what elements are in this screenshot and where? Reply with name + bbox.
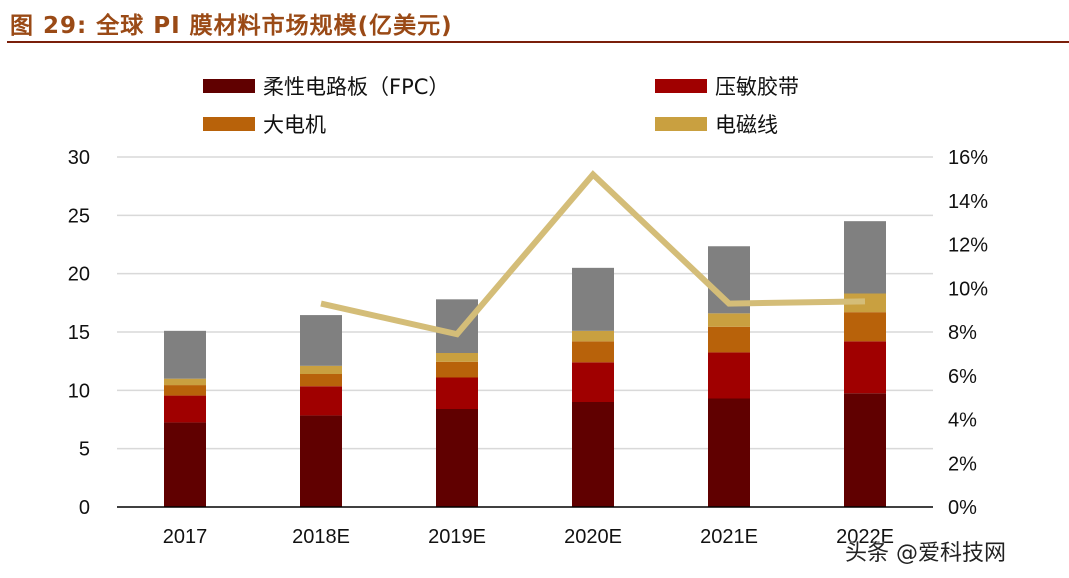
y-right-tick-label: 4%: [948, 410, 977, 432]
bar-segment: [572, 330, 614, 342]
y-left-tick-label: 0: [79, 497, 90, 519]
title-rule: [7, 41, 1069, 43]
bar-segment: [572, 402, 614, 507]
bar-segment: [300, 315, 342, 366]
bar-segment: [300, 365, 342, 374]
legend-swatch: [203, 117, 255, 131]
bar-segment: [436, 353, 478, 362]
y-left-tick-label: 5: [79, 439, 90, 461]
bar-segment: [708, 326, 750, 353]
bar-segment: [164, 385, 206, 396]
bar-segment: [300, 386, 342, 416]
x-tick-label: 2020E: [564, 526, 622, 548]
legend-item-fpc: 柔性电路板（FPC）: [203, 71, 449, 101]
legend-swatch: [203, 79, 255, 93]
bar-segment: [300, 415, 342, 507]
bar-segment: [708, 398, 750, 507]
legend-item-motor: 大电机: [203, 109, 326, 139]
y-right-tick-label: 12%: [948, 235, 988, 257]
bar-segment: [708, 313, 750, 327]
legend-label: 电磁线: [715, 113, 778, 137]
y-right-tick-label: 6%: [948, 366, 977, 388]
y-right-tick-label: 10%: [948, 278, 988, 300]
y-right-tick-label: 14%: [948, 191, 988, 213]
y-left-tick-label: 15: [68, 322, 90, 344]
bar-segment: [436, 377, 478, 409]
bar-segment: [572, 341, 614, 363]
x-tick-label: 2018E: [292, 526, 350, 548]
legend-label: 大电机: [263, 113, 326, 137]
legend-item-wire: 电磁线: [655, 109, 778, 139]
bar-segment: [300, 374, 342, 387]
bar-segment: [844, 312, 886, 342]
y-left-tick-label: 10: [68, 380, 90, 402]
bar-segment: [164, 330, 206, 379]
legend-label: 柔性电路板（FPC）: [263, 75, 450, 99]
legend-label: 压敏胶带: [715, 75, 799, 99]
y-left-tick-label: 25: [68, 205, 90, 227]
x-tick-label: 2021E: [700, 526, 758, 548]
bar-segment: [436, 409, 478, 507]
legend-swatch: [655, 117, 707, 131]
bar-segment: [708, 352, 750, 399]
bar-segment: [164, 395, 206, 423]
watermark: 头条 @爱科技网: [845, 541, 1006, 566]
y-right-tick-label: 2%: [948, 453, 977, 475]
bar-segment: [436, 299, 478, 353]
y-right-tick-label: 16%: [948, 147, 988, 169]
bar-segment: [164, 422, 206, 507]
bar-segment: [436, 361, 478, 378]
bar-segment: [844, 221, 886, 294]
legend-item-tape: 压敏胶带: [655, 71, 799, 101]
y-right-tick-label: 0%: [948, 497, 977, 519]
x-tick-label: 2019E: [428, 526, 486, 548]
y-right-tick-label: 8%: [948, 322, 977, 344]
x-tick-label: 2022E: [836, 526, 894, 548]
legend-swatch: [655, 79, 707, 93]
bar-segment: [572, 267, 614, 331]
bar-segment: [164, 378, 206, 386]
y-left-tick-label: 30: [68, 147, 90, 169]
bar-segment: [844, 393, 886, 507]
bar-segment: [844, 341, 886, 394]
bar-segment: [572, 362, 614, 402]
y-left-tick-label: 20: [68, 264, 90, 286]
figure-title: 图 29: 全球 PI 膜材料市场规模(亿美元): [10, 13, 453, 39]
x-tick-label: 2017: [163, 526, 208, 548]
